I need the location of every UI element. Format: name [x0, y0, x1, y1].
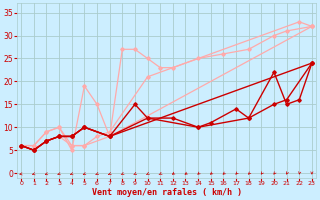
X-axis label: Vent moyen/en rafales ( km/h ): Vent moyen/en rafales ( km/h ) [92, 188, 242, 197]
